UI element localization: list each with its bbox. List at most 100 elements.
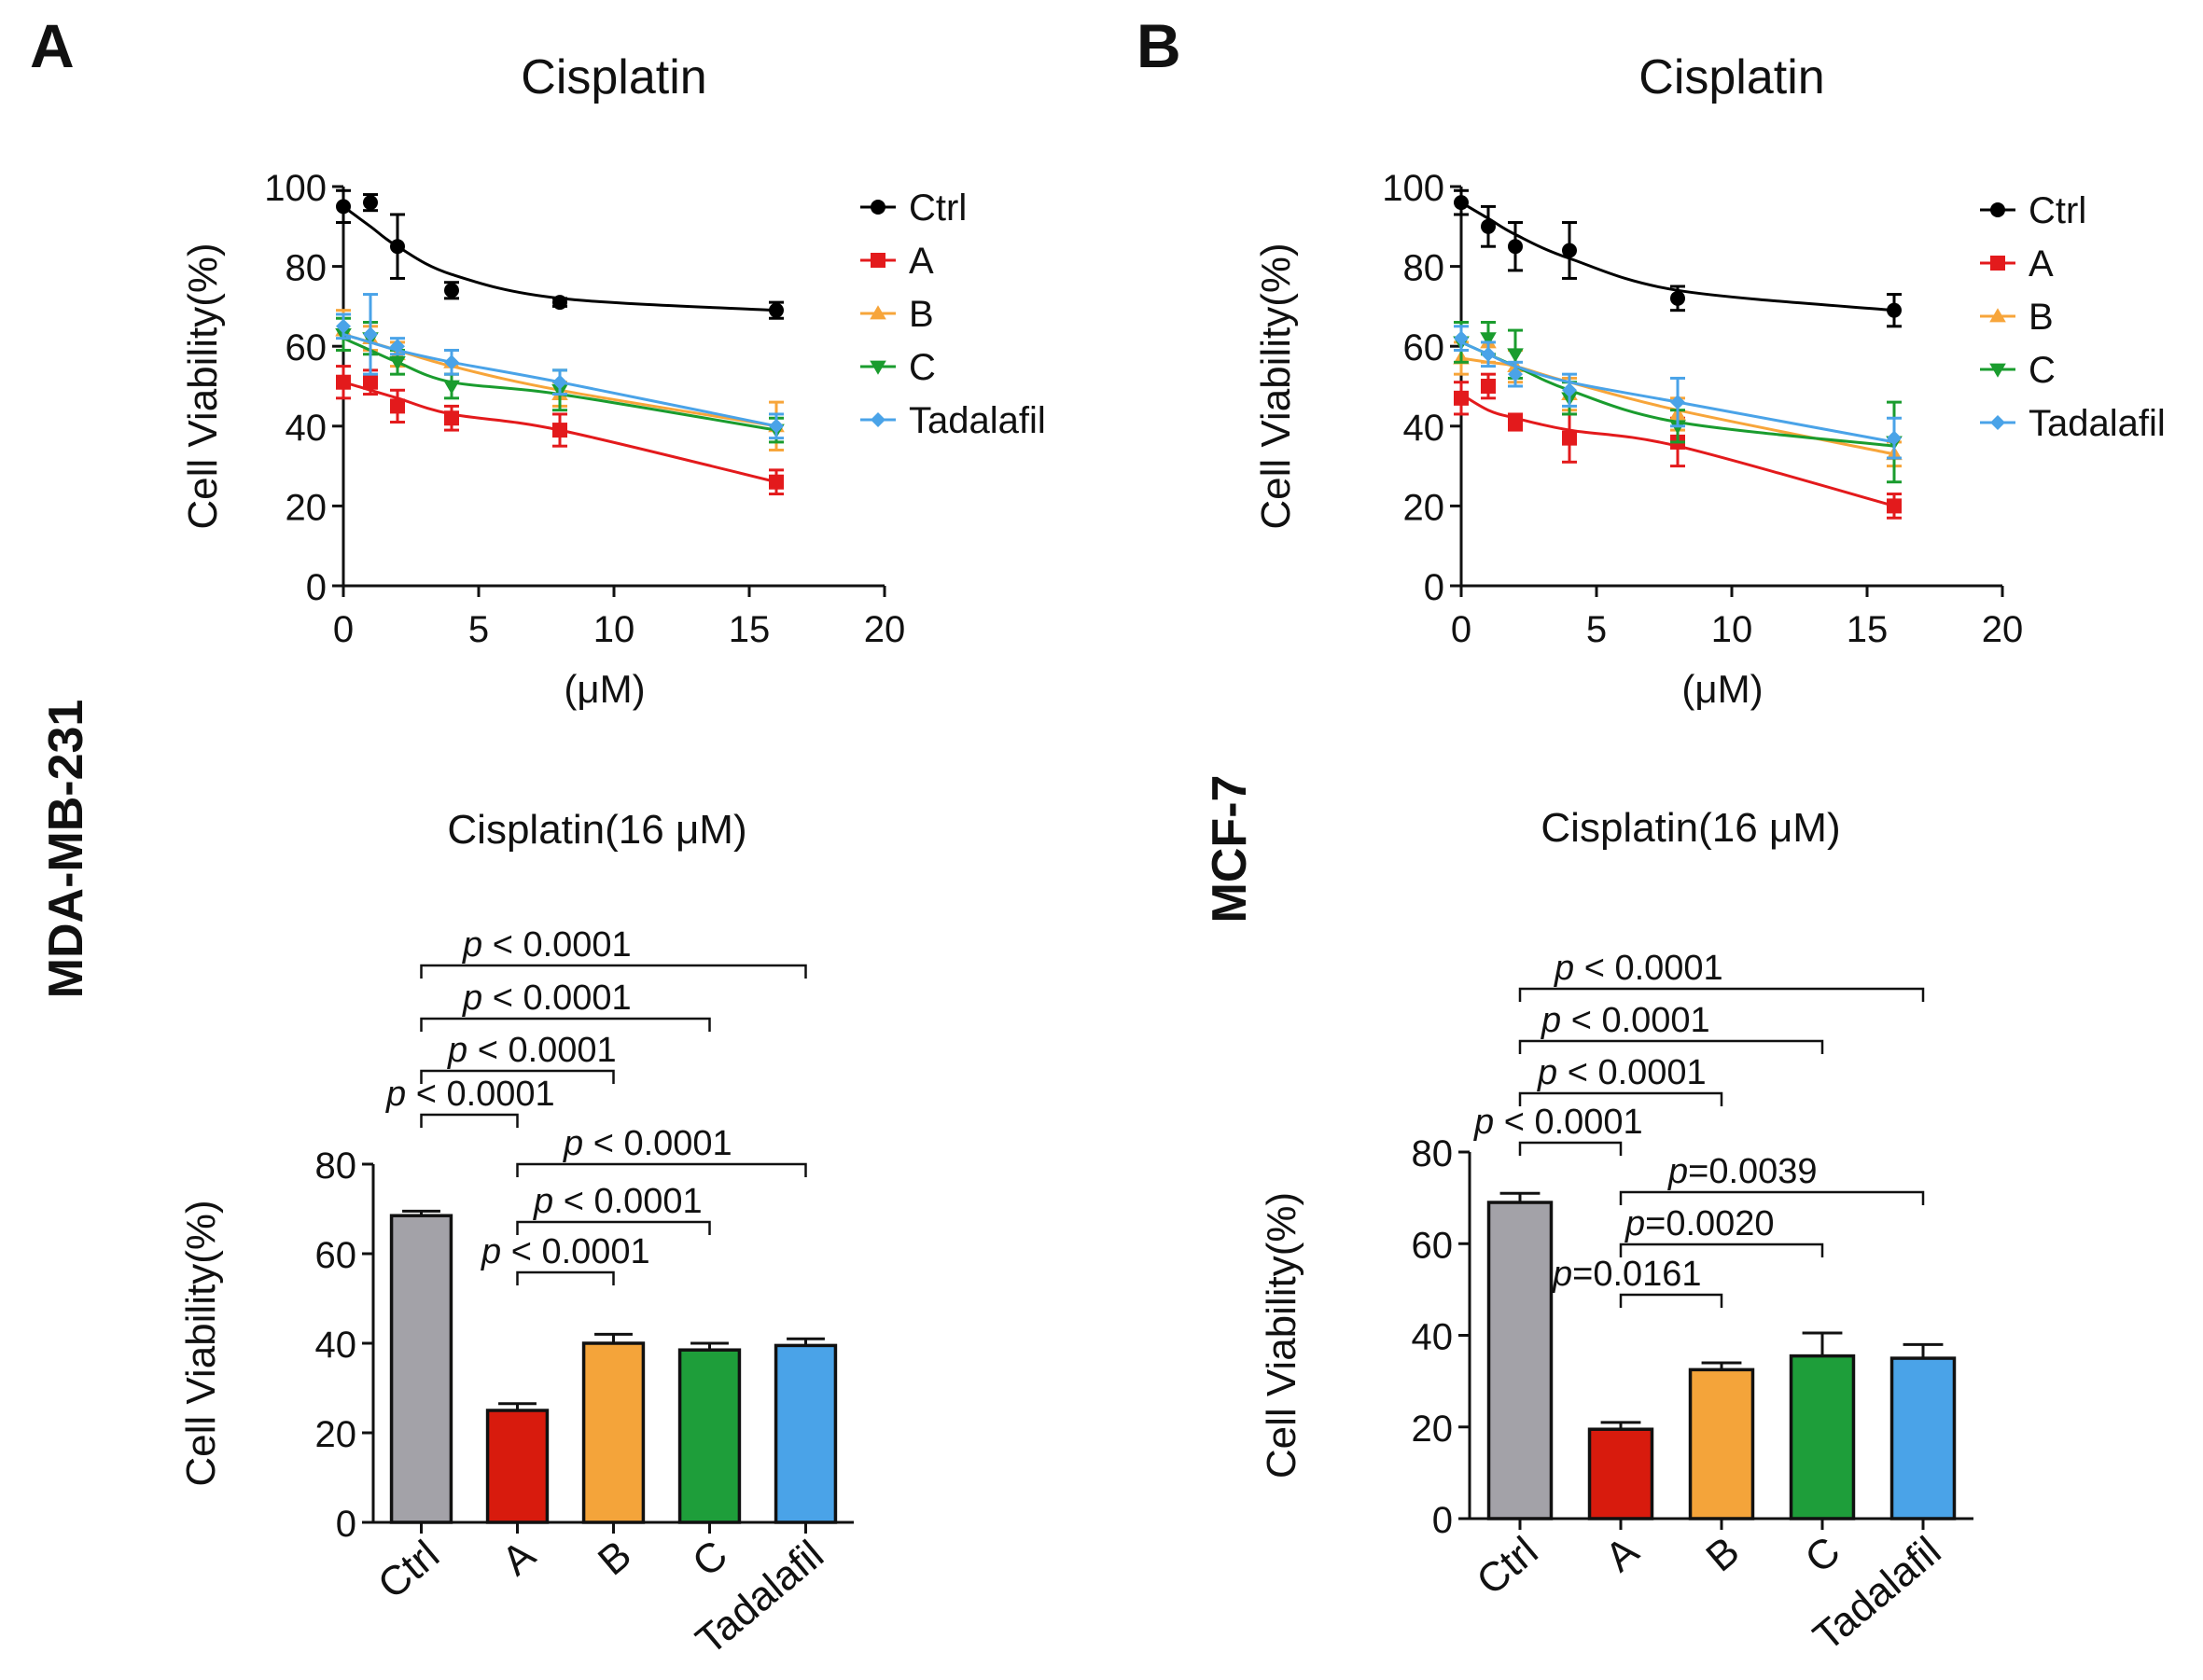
series-C: C (335, 316, 936, 444)
significance-bracket (1518, 987, 1925, 1002)
data-point-Tadalafil (1887, 430, 1902, 446)
y-tick-label: 60 (1403, 327, 1445, 368)
data-point-Ctrl (769, 302, 784, 318)
data-point-Ctrl (552, 295, 567, 311)
y-tick-label: 40 (1403, 408, 1445, 449)
y-tick-label: 80 (286, 248, 328, 289)
bar-Ctrl (1486, 1201, 1554, 1520)
legend-marker (871, 412, 885, 427)
p-value-label: p < 0.0001 (563, 1124, 732, 1163)
data-point-Tadalafil (444, 354, 459, 370)
data-point-C (443, 380, 460, 395)
data-point-A (390, 398, 405, 414)
data-point-A (1481, 379, 1496, 394)
p-value-label: p < 0.0001 (1541, 1001, 1710, 1040)
legend-label: Ctrl (909, 187, 967, 229)
p-value-label: p < 0.0001 (462, 925, 632, 965)
x-tick-label: 5 (1586, 609, 1607, 650)
x-axis-label: (μM) (1681, 667, 1763, 711)
legend-label: Tadalafil (2029, 403, 2166, 444)
significance-bracket (1619, 1243, 1824, 1257)
x-tick-label: 20 (1982, 609, 2024, 650)
x-tick-label: 15 (1847, 609, 1889, 650)
significance-bracket (420, 964, 807, 979)
x-tick-label: 10 (1711, 609, 1753, 650)
data-point-Tadalafil (336, 318, 351, 334)
bar-Tadalafil (1889, 1356, 1957, 1520)
y-tick-label: 20 (315, 1414, 357, 1455)
data-point-A (363, 374, 378, 390)
x-tick-label: C (684, 1532, 736, 1586)
y-tick-label: 80 (1403, 248, 1445, 289)
significance-bracket (516, 1270, 615, 1285)
y-tick-label: 20 (1412, 1409, 1454, 1450)
data-point-Tadalafil (390, 339, 405, 354)
panel-letter-A: A (30, 11, 75, 80)
data-point-Ctrl (1454, 195, 1469, 211)
chart-title: Cisplatin (1638, 50, 1824, 104)
chart-title: Cisplatin(16 μM) (447, 807, 746, 853)
data-point-Tadalafil (1481, 346, 1496, 362)
x-tick-label: 15 (729, 609, 771, 650)
data-point-Tadalafil (1508, 367, 1523, 382)
legend-marker (1990, 415, 2005, 430)
data-point-Tadalafil (1562, 382, 1577, 398)
data-point-Tadalafil (552, 374, 567, 390)
bar-A (1587, 1427, 1654, 1520)
data-point-Tadalafil (769, 418, 784, 434)
significance-bracket (1518, 1039, 1824, 1054)
legend-label: C (909, 347, 936, 388)
legend-marker (871, 253, 885, 268)
significance-bracket (1619, 1190, 1925, 1205)
p-value-label: p=0.0161 (1552, 1255, 1702, 1294)
cell-line-label: MCF-7 (1203, 775, 1257, 923)
legend-label: A (909, 241, 934, 282)
series-Tadalafil: Tadalafil (336, 293, 1046, 441)
legend-label: C (2029, 350, 2056, 391)
bar-C (677, 1348, 742, 1524)
x-axis-label: (μM) (564, 667, 645, 711)
y-tick-label: 0 (1432, 1500, 1453, 1541)
x-tick-label: B (1697, 1528, 1748, 1580)
legend-label: A (2029, 243, 2054, 285)
y-tick-label: 0 (306, 567, 327, 608)
significance-bracket (1518, 1091, 1723, 1106)
y-tick-label: 40 (286, 408, 328, 449)
data-point-Ctrl (444, 283, 459, 299)
y-tick-label: 40 (1412, 1317, 1454, 1358)
series-B: B (335, 294, 934, 451)
p-value-label: p < 0.0001 (1537, 1053, 1707, 1092)
bar-Ctrl (389, 1214, 453, 1524)
bar-B (1688, 1368, 1755, 1520)
legend-label: B (909, 294, 934, 335)
x-tick-label: Ctrl (1469, 1528, 1547, 1604)
bar-Tadalafil (774, 1343, 838, 1524)
p-value-label: p < 0.0001 (447, 1031, 617, 1070)
series-C: C (1453, 321, 2056, 484)
series-Ctrl: Ctrl (336, 187, 967, 320)
data-point-Ctrl (390, 239, 405, 255)
line-chart-B-line: Cisplatin 0 20 40 60 80 100 0 5 10 15 20 (μM) Cell Vi… (1253, 50, 2166, 711)
data-point-Tadalafil (1454, 330, 1469, 346)
data-point-Ctrl (1670, 290, 1685, 306)
y-tick-label: 40 (315, 1325, 357, 1366)
series-Tadalafil: Tadalafil (1454, 325, 2166, 460)
p-value-label: p < 0.0001 (462, 979, 632, 1018)
significance-bracket (420, 1017, 711, 1032)
x-tick-label: 0 (333, 609, 354, 650)
y-tick-label: 60 (286, 327, 328, 368)
significance-bracket (516, 1220, 711, 1235)
bar-A (485, 1409, 550, 1524)
data-point-A (769, 474, 784, 490)
line-chart-A-line: Cisplatin 0 20 40 60 80 100 0 5 10 15 20 (μM) Cell Vi… (180, 50, 1046, 711)
legend-marker (870, 305, 886, 320)
data-point-Ctrl (1508, 239, 1523, 255)
legend-marker (1990, 256, 2005, 271)
y-axis-label: Cell Viability(%) (1253, 243, 1299, 529)
panel-letter-B: B (1136, 11, 1181, 80)
data-point-A (444, 410, 459, 426)
data-point-Ctrl (363, 195, 378, 211)
p-value-label: p < 0.0001 (533, 1182, 703, 1221)
chart-title: Cisplatin (521, 50, 706, 104)
p-value-label: p=0.0020 (1624, 1204, 1775, 1243)
